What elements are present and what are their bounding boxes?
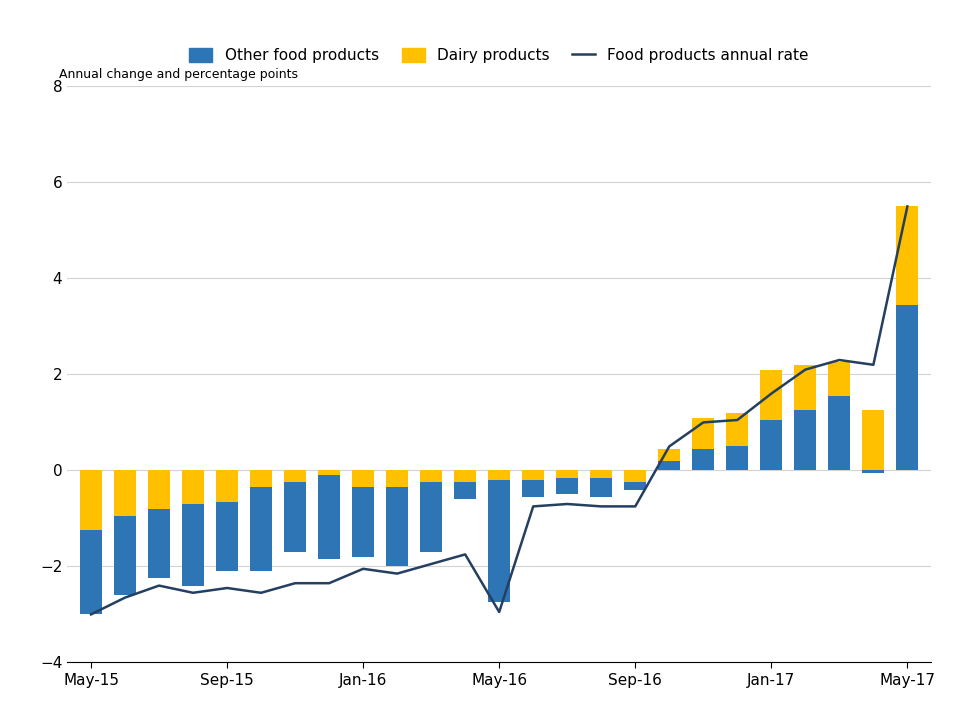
Bar [862, 410, 884, 470]
Bar [114, 470, 136, 595]
Bar [114, 470, 136, 516]
Bar [80, 470, 102, 614]
Bar [692, 449, 714, 470]
Bar [318, 470, 340, 559]
Bar [182, 470, 204, 585]
Bar [420, 470, 443, 552]
Bar [727, 446, 749, 470]
Bar [80, 470, 102, 614]
Bar [590, 470, 612, 497]
Bar [386, 470, 408, 567]
Bar [624, 470, 646, 490]
Bar [318, 470, 340, 475]
Bar [488, 470, 511, 603]
Bar [659, 449, 681, 461]
Bar [386, 470, 408, 567]
Bar [794, 365, 816, 410]
Bar [284, 470, 306, 552]
Bar [727, 413, 749, 446]
Bar [522, 470, 544, 497]
Bar [318, 470, 340, 559]
Legend: Other food products, Dairy products, Food products annual rate: Other food products, Dairy products, Foo… [183, 42, 815, 70]
Bar [284, 470, 306, 482]
Bar [148, 470, 170, 578]
Bar [556, 470, 578, 495]
Bar [624, 470, 646, 482]
Bar [420, 470, 443, 482]
Bar [556, 470, 578, 477]
Bar [488, 470, 511, 480]
Bar [794, 410, 816, 470]
Bar [182, 470, 204, 504]
Bar [556, 470, 578, 495]
Bar [488, 470, 511, 603]
Bar [250, 470, 272, 571]
Bar [624, 470, 646, 490]
Bar [352, 470, 374, 557]
Bar [897, 207, 919, 305]
Bar [216, 470, 238, 502]
Bar [80, 470, 102, 531]
Bar [522, 470, 544, 480]
Bar [420, 470, 443, 552]
Text: Annual change and percentage points: Annual change and percentage points [59, 68, 298, 81]
Bar [182, 470, 204, 585]
Bar [352, 470, 374, 557]
Bar [692, 418, 714, 449]
Bar [897, 305, 919, 470]
Bar [828, 396, 851, 470]
Bar [590, 470, 612, 477]
Bar [590, 470, 612, 497]
Bar [284, 470, 306, 552]
Bar [659, 461, 681, 470]
Bar [454, 470, 476, 482]
Bar [352, 470, 374, 487]
Bar [386, 470, 408, 487]
Bar [148, 470, 170, 578]
Bar [760, 420, 782, 470]
Bar [216, 470, 238, 571]
Bar [760, 369, 782, 420]
Bar [828, 362, 851, 396]
Bar [454, 470, 476, 499]
Bar [250, 470, 272, 487]
Bar [250, 470, 272, 571]
Bar [454, 470, 476, 499]
Bar [862, 470, 884, 473]
Bar [216, 470, 238, 571]
Bar [148, 470, 170, 509]
Bar [522, 470, 544, 497]
Bar [114, 470, 136, 595]
